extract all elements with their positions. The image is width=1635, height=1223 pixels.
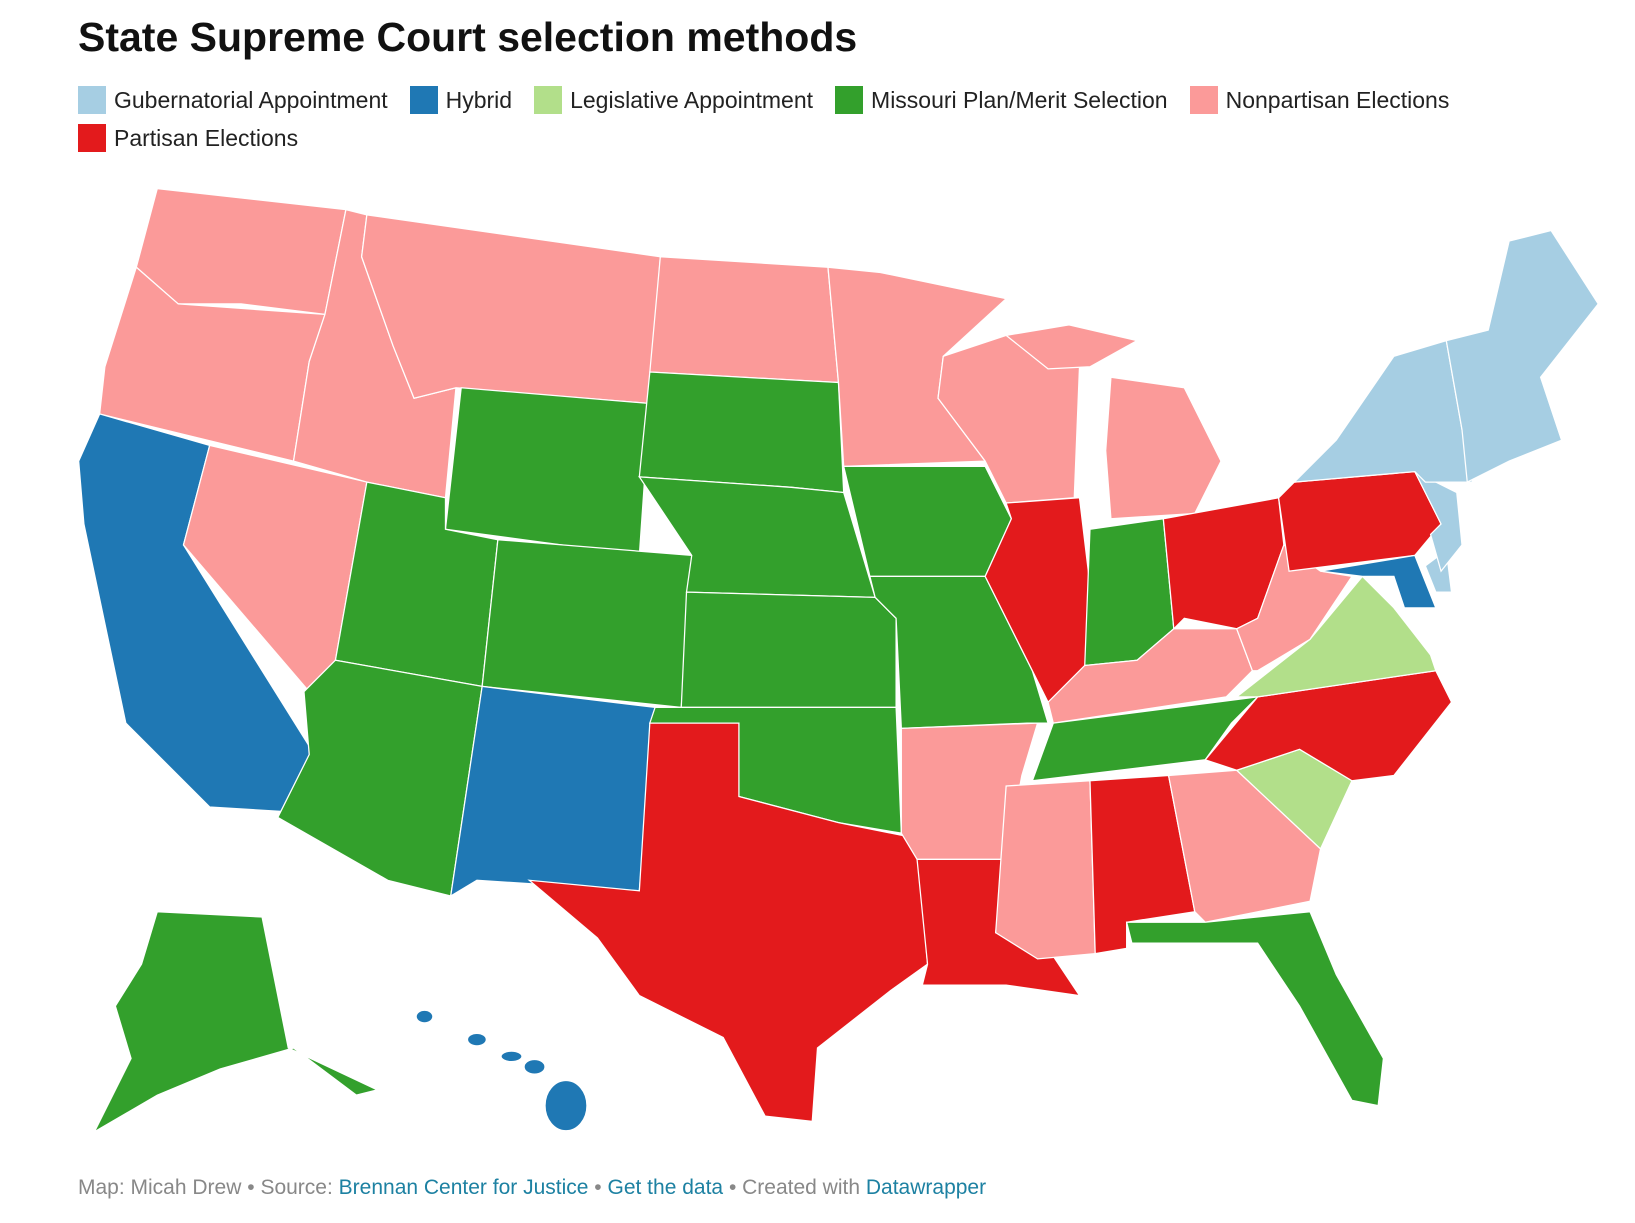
state: [449, 685, 656, 898]
state: [1413, 470, 1463, 573]
legend-item: Gubernatorial Appointment: [78, 86, 388, 114]
legend-swatch: [534, 86, 563, 114]
legend-swatch: [78, 124, 106, 152]
state: [92, 911, 380, 1134]
state: [1320, 554, 1437, 609]
state: [527, 722, 929, 1123]
state: [466, 1032, 487, 1047]
legend-item: Legislative Appointment: [534, 86, 813, 114]
legend-item: Nonpartisan Elections: [1189, 86, 1450, 114]
created-with: Created with: [742, 1176, 861, 1199]
state: [638, 371, 845, 494]
state: [1204, 670, 1453, 782]
state: [360, 214, 661, 405]
state: [1235, 543, 1354, 672]
legend-swatch: [78, 86, 106, 114]
legend-label: Legislative Appointment: [570, 86, 814, 113]
state: [842, 465, 1013, 578]
separator: •: [247, 1176, 255, 1199]
legend-label: Gubernatorial Appointment: [114, 86, 388, 113]
separator: •: [728, 1176, 737, 1199]
state: [1004, 324, 1139, 370]
state: [276, 659, 483, 897]
state: [444, 387, 651, 557]
state: [1292, 339, 1474, 483]
legend-label: Nonpartisan Elections: [1225, 86, 1450, 113]
credit: Map: Micah Drew: [78, 1176, 242, 1199]
tool-link[interactable]: Datawrapper: [865, 1176, 987, 1199]
legend: Gubernatorial Appointment Hybrid Legislati…: [78, 86, 1578, 152]
legend-label: Hybrid: [445, 86, 513, 113]
separator: •: [594, 1176, 602, 1199]
state: [1277, 470, 1442, 572]
state: [481, 539, 693, 709]
state: [523, 1058, 546, 1075]
state: [680, 591, 897, 709]
state: [544, 1079, 588, 1132]
legend-label: Missouri Plan/Merit Selection: [871, 86, 1168, 113]
legend-swatch: [835, 86, 864, 114]
state: [995, 780, 1096, 960]
state: [1031, 696, 1260, 782]
state: [1234, 575, 1437, 698]
state: [1445, 229, 1600, 484]
source-label: Source:: [260, 1176, 333, 1199]
state: [415, 1009, 434, 1024]
legend-item: Partisan Elections: [78, 124, 298, 152]
state: [500, 1050, 523, 1063]
footer: Map: Micah Drew • Source: Brennan Center…: [78, 1176, 986, 1200]
legend-label: Partisan Elections: [114, 124, 299, 151]
state: [1125, 911, 1385, 1107]
legend-swatch: [409, 86, 438, 114]
state: [649, 256, 840, 384]
state: [1105, 376, 1222, 520]
legend-item: Hybrid: [409, 86, 513, 114]
legend-swatch: [1189, 86, 1218, 114]
legend-item: Missouri Plan/Merit Selection: [835, 86, 1168, 114]
data-link[interactable]: Get the data: [607, 1176, 724, 1199]
title: State Supreme Court selection methods: [78, 14, 858, 60]
source-link[interactable]: Brennan Center for Justice: [338, 1176, 589, 1199]
